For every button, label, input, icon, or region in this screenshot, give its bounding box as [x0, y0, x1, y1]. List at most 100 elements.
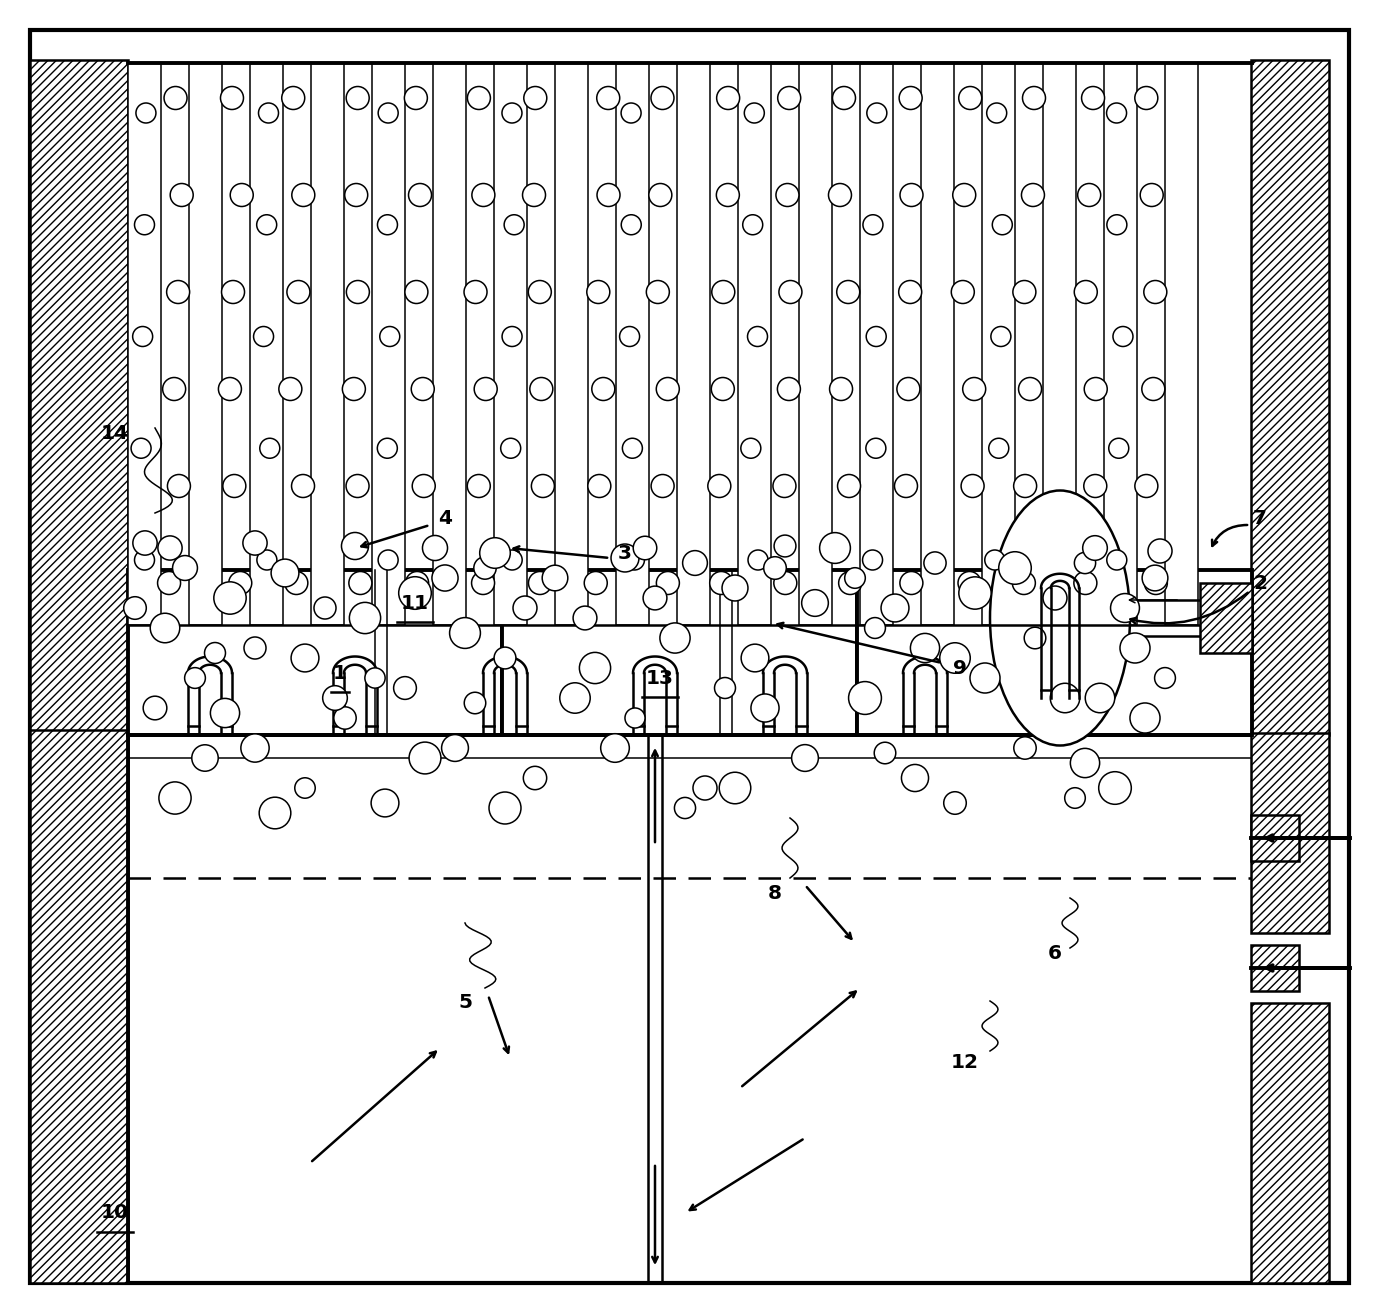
Circle shape: [647, 281, 669, 303]
Circle shape: [1014, 474, 1037, 498]
Circle shape: [1083, 536, 1107, 561]
Circle shape: [597, 184, 621, 206]
Circle shape: [528, 571, 552, 595]
Circle shape: [342, 378, 365, 400]
Circle shape: [743, 215, 763, 235]
Circle shape: [287, 281, 310, 303]
Circle shape: [229, 571, 252, 595]
Circle shape: [845, 567, 865, 588]
Circle shape: [405, 281, 427, 303]
Circle shape: [505, 215, 524, 235]
Circle shape: [378, 102, 399, 123]
Circle shape: [862, 550, 883, 570]
Circle shape: [774, 474, 796, 498]
Circle shape: [365, 668, 385, 688]
Circle shape: [1025, 628, 1045, 649]
Circle shape: [801, 590, 829, 616]
Circle shape: [881, 593, 909, 622]
Circle shape: [467, 474, 491, 498]
Circle shape: [1043, 586, 1067, 611]
Circle shape: [349, 571, 372, 595]
Circle shape: [349, 603, 381, 634]
Circle shape: [998, 551, 1031, 584]
Circle shape: [124, 596, 146, 620]
Circle shape: [218, 378, 241, 400]
Text: 3: 3: [618, 544, 632, 562]
Circle shape: [650, 184, 672, 206]
Circle shape: [747, 550, 768, 570]
Circle shape: [717, 87, 739, 109]
Bar: [1105, 63, 1138, 625]
Circle shape: [1065, 788, 1085, 809]
Circle shape: [1145, 571, 1168, 595]
Circle shape: [167, 281, 190, 303]
Circle shape: [745, 102, 764, 123]
Circle shape: [985, 550, 1005, 570]
Circle shape: [411, 378, 434, 400]
Circle shape: [643, 586, 667, 611]
Bar: [189, 63, 222, 625]
Circle shape: [530, 378, 553, 400]
Circle shape: [619, 327, 640, 347]
Circle shape: [1074, 553, 1096, 574]
Circle shape: [1120, 633, 1150, 663]
Circle shape: [371, 789, 399, 817]
Text: 11: 11: [401, 593, 429, 612]
Circle shape: [542, 565, 568, 591]
Circle shape: [272, 559, 299, 587]
Text: 10: 10: [101, 1204, 130, 1222]
Circle shape: [192, 744, 218, 771]
Circle shape: [164, 87, 188, 109]
Circle shape: [778, 87, 801, 109]
Circle shape: [866, 439, 885, 458]
Circle shape: [597, 87, 619, 109]
Circle shape: [651, 474, 674, 498]
Circle shape: [494, 647, 516, 668]
Circle shape: [291, 645, 319, 672]
Circle shape: [135, 550, 154, 570]
Circle shape: [712, 378, 734, 400]
Bar: [250, 63, 283, 625]
Circle shape: [502, 102, 523, 123]
Bar: [312, 63, 343, 625]
Circle shape: [1135, 474, 1158, 498]
Circle shape: [989, 439, 1009, 458]
Circle shape: [585, 571, 607, 595]
Circle shape: [674, 797, 695, 818]
Circle shape: [412, 474, 436, 498]
Bar: [677, 63, 710, 625]
Text: 1: 1: [332, 663, 348, 683]
Circle shape: [848, 681, 881, 714]
Bar: [372, 63, 405, 625]
Circle shape: [651, 87, 674, 109]
Circle shape: [837, 281, 859, 303]
Circle shape: [899, 281, 921, 303]
Circle shape: [441, 734, 469, 762]
Circle shape: [910, 633, 939, 663]
Circle shape: [472, 571, 495, 595]
Circle shape: [896, 378, 920, 400]
Circle shape: [502, 550, 523, 570]
Circle shape: [490, 792, 521, 825]
Circle shape: [1084, 378, 1107, 400]
Circle shape: [524, 87, 547, 109]
Circle shape: [467, 87, 491, 109]
Circle shape: [258, 102, 279, 123]
Bar: [433, 63, 466, 625]
Circle shape: [1074, 281, 1098, 303]
Circle shape: [714, 678, 735, 699]
Circle shape: [1022, 184, 1044, 206]
Circle shape: [776, 184, 798, 206]
Circle shape: [159, 783, 192, 814]
Circle shape: [214, 582, 247, 614]
Circle shape: [865, 617, 885, 638]
Circle shape: [474, 378, 498, 400]
Circle shape: [528, 281, 552, 303]
Circle shape: [1129, 702, 1160, 733]
Circle shape: [1074, 571, 1096, 595]
Circle shape: [1106, 102, 1127, 123]
Circle shape: [502, 327, 523, 347]
Circle shape: [135, 215, 154, 235]
Circle shape: [1113, 327, 1134, 347]
Circle shape: [792, 744, 818, 771]
